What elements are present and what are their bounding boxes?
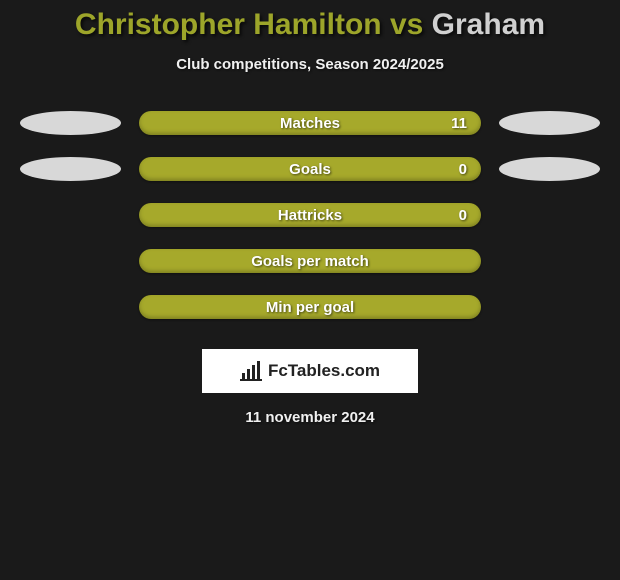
stat-label: Matches xyxy=(280,115,340,132)
stat-label: Hattricks xyxy=(278,207,342,224)
stat-bar: Goals per match xyxy=(139,249,481,273)
stat-row: Min per goal xyxy=(10,295,610,341)
logo-box: FcTables.com xyxy=(202,349,418,393)
stat-bar: Min per goal xyxy=(139,295,481,319)
player2-name: Graham xyxy=(432,8,545,41)
bar-chart-icon xyxy=(240,361,262,381)
stat-bar: Hattricks 0 xyxy=(139,203,481,227)
stat-value: 0 xyxy=(459,161,467,178)
stat-row: Goals 0 xyxy=(10,157,610,203)
right-oval xyxy=(499,157,600,181)
stat-label: Min per goal xyxy=(266,299,354,316)
right-oval xyxy=(499,111,600,135)
comparison-container: Christopher Hamilton vs Graham Club comp… xyxy=(0,0,620,426)
stat-value: 11 xyxy=(451,115,467,132)
player1-name: Christopher Hamilton xyxy=(75,8,382,41)
stat-bar: Goals 0 xyxy=(139,157,481,181)
stat-row: Matches 11 xyxy=(10,111,610,157)
stat-row: Goals per match xyxy=(10,249,610,295)
stat-label: Goals xyxy=(289,161,331,178)
left-oval xyxy=(20,157,121,181)
left-oval xyxy=(20,111,121,135)
stat-value: 0 xyxy=(459,207,467,224)
vs-text: vs xyxy=(390,8,423,41)
stat-row: Hattricks 0 xyxy=(10,203,610,249)
stat-label: Goals per match xyxy=(251,253,369,270)
stats-chart: Matches 11 Goals 0 Hattricks 0 Goals per match… xyxy=(0,111,620,341)
logo-text: FcTables.com xyxy=(268,361,380,381)
stat-bar: Matches 11 xyxy=(139,111,481,135)
subtitle: Club competitions, Season 2024/2025 xyxy=(0,56,620,73)
page-title: Christopher Hamilton vs Graham xyxy=(0,8,620,42)
date-text: 11 november 2024 xyxy=(0,409,620,426)
